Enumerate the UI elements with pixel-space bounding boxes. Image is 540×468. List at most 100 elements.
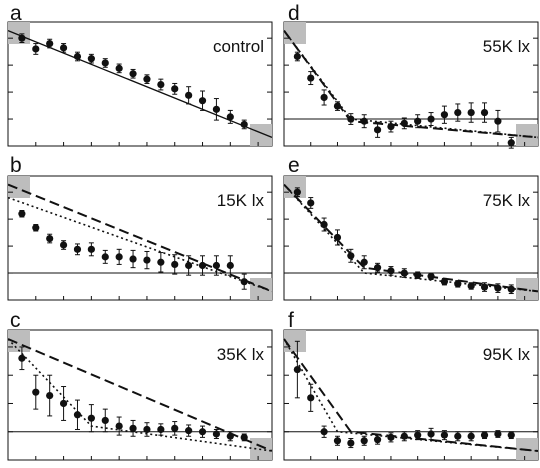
corner-box-bottom-right	[250, 278, 272, 300]
corner-box-bottom-right	[250, 124, 272, 146]
data-point	[157, 425, 165, 434]
data-point	[494, 284, 502, 292]
data-point	[59, 44, 68, 52]
data-point	[87, 55, 95, 63]
data-point	[400, 432, 408, 440]
data-point	[101, 253, 109, 261]
data-point	[360, 258, 368, 266]
data-point	[185, 427, 193, 435]
data-point	[347, 439, 355, 447]
panel-letter: b	[10, 154, 22, 177]
data-point	[115, 422, 123, 430]
data-point	[46, 234, 54, 243]
data-point	[427, 115, 435, 123]
data-point	[387, 122, 395, 131]
data-point	[143, 256, 151, 264]
condition-label: 35K lx	[217, 345, 265, 364]
condition-label: 75K lx	[483, 191, 531, 210]
dashed-line	[7, 183, 273, 293]
data-point	[129, 70, 137, 78]
dotted-line	[283, 338, 539, 452]
panel-letter: e	[288, 154, 300, 177]
data-point	[347, 115, 355, 123]
axes-frame	[7, 329, 273, 461]
data-point	[101, 416, 109, 425]
panel-letter: c	[10, 309, 21, 332]
panel-letter: a	[10, 2, 22, 25]
panel-c: c 35K lx	[7, 309, 273, 461]
panel-b: b 15K lx	[7, 154, 273, 301]
data-point	[115, 64, 123, 72]
data-point	[480, 431, 489, 439]
axes-frame	[7, 175, 273, 301]
corner-box-top-left	[284, 22, 306, 44]
data-point	[480, 108, 489, 117]
data-point	[143, 75, 151, 83]
data-point	[507, 431, 515, 439]
data-point	[46, 391, 54, 400]
panel-d: d 55K lx	[283, 2, 539, 149]
data-point	[73, 411, 82, 419]
data-point	[494, 117, 502, 125]
corner-box-bottom-right	[516, 124, 538, 146]
data-point	[307, 74, 315, 82]
data-point	[467, 432, 475, 440]
data-point	[87, 245, 95, 253]
data-point	[226, 261, 234, 270]
data-point	[73, 245, 82, 253]
panel-letter: f	[288, 309, 294, 332]
data-point	[143, 425, 151, 434]
data-point	[59, 241, 68, 249]
data-point	[32, 45, 40, 53]
data-point	[87, 414, 95, 422]
data-point	[440, 111, 449, 119]
data-point	[240, 433, 248, 441]
axes-frame	[283, 21, 539, 147]
axes-frame	[7, 21, 273, 147]
data-point	[240, 278, 248, 286]
condition-label: 15K lx	[217, 191, 265, 210]
dotted-line	[7, 196, 273, 293]
panel-e: e 75K lx	[283, 154, 539, 301]
axes-frame	[283, 329, 539, 461]
dashed-line	[283, 183, 539, 293]
data-point	[333, 102, 342, 110]
data-point	[507, 285, 515, 293]
data-point	[129, 255, 137, 263]
data-point	[373, 126, 382, 134]
data-point	[360, 117, 368, 125]
data-point	[373, 264, 382, 272]
data-point	[293, 52, 301, 61]
data-point	[454, 432, 462, 440]
data-point	[320, 428, 328, 436]
condition-label: 55K lx	[483, 37, 531, 56]
dashed-line	[283, 338, 539, 452]
data-point	[414, 117, 422, 125]
data-point	[400, 119, 408, 127]
data-point	[198, 261, 207, 270]
data-point	[414, 431, 422, 439]
corner-box-top-left	[8, 22, 30, 44]
data-point	[212, 261, 221, 270]
data-point	[507, 139, 515, 147]
data-point	[240, 120, 248, 129]
data-point	[333, 233, 342, 242]
data-point	[467, 282, 475, 290]
dotted-line	[283, 184, 539, 293]
data-point	[101, 59, 109, 67]
data-point	[454, 108, 462, 117]
data-point	[32, 388, 40, 396]
data-point	[427, 272, 435, 280]
data-point	[293, 188, 301, 196]
panel-a: a control	[7, 2, 273, 147]
axes-frame	[283, 175, 539, 301]
data-point	[185, 261, 193, 270]
data-point	[59, 399, 68, 408]
data-point	[293, 365, 301, 374]
panel-f: f 95K lx	[283, 309, 539, 461]
panel-letter: d	[288, 2, 300, 25]
data-point	[18, 354, 26, 362]
data-point	[400, 269, 408, 277]
data-point	[46, 39, 54, 48]
